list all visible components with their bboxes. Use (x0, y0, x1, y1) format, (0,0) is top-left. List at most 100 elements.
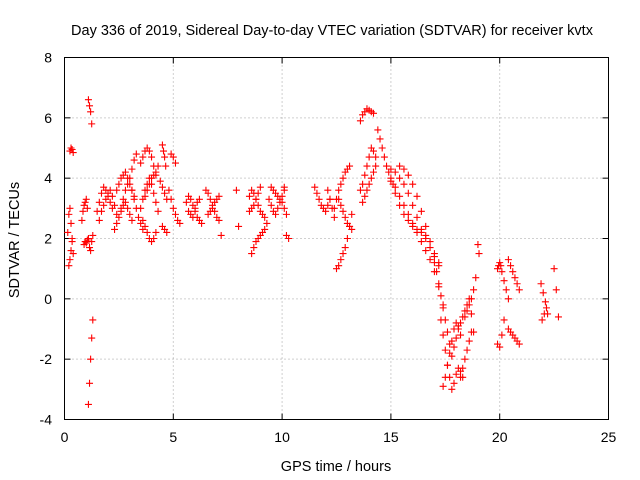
series-arc-19.0 (474, 241, 483, 258)
data-point (282, 210, 290, 218)
y-axis-label: SDTVAR / TECUs (7, 182, 23, 298)
data-point (330, 213, 338, 221)
y-tick-labels: -4 -2 0 2 4 6 8 (40, 50, 53, 428)
series-arc-3.8c (139, 216, 160, 246)
series-arc-0.9 (78, 195, 91, 224)
data-point (254, 189, 262, 197)
data-point (494, 265, 502, 273)
data-point (341, 244, 349, 252)
data-point (115, 213, 123, 221)
data-point (443, 361, 451, 369)
data-point (346, 162, 354, 170)
x-tick-label: 20 (492, 429, 508, 445)
data-point (413, 213, 421, 221)
series-arc-1.2b (84, 96, 96, 128)
data-point (500, 277, 508, 285)
data-point (130, 195, 138, 203)
data-point (337, 256, 345, 264)
data-point (82, 195, 90, 203)
data-point (435, 280, 443, 288)
data-point (152, 168, 160, 176)
data-point (417, 228, 425, 236)
data-point (361, 192, 369, 200)
data-point (417, 238, 425, 246)
data-point (191, 204, 199, 212)
data-point (137, 204, 145, 212)
series-arc-1.7 (93, 183, 116, 215)
series-arc-10.2 (280, 183, 293, 242)
data-point (265, 195, 273, 203)
series-arc-4.0 (141, 162, 162, 200)
data-point (169, 153, 177, 161)
data-point (465, 301, 473, 309)
series-arc-22.1 (538, 304, 550, 324)
data-point (498, 268, 506, 276)
series-arc-0.3c (66, 144, 77, 157)
data-point (396, 174, 404, 182)
data-point (113, 186, 121, 194)
data-point (161, 189, 169, 197)
data-point (198, 219, 206, 227)
data-point (422, 222, 430, 230)
data-point (139, 216, 147, 224)
data-point (81, 198, 89, 206)
data-point (245, 192, 253, 200)
data-point (450, 379, 458, 387)
data-point (404, 216, 412, 224)
chart-title: Day 336 of 2019, Sidereal Day-to-day VTE… (71, 23, 594, 39)
data-point (341, 213, 349, 221)
data-point (542, 304, 550, 312)
data-point (367, 174, 375, 182)
data-point (66, 204, 74, 212)
data-point (121, 186, 129, 194)
data-point (448, 385, 456, 393)
data-point (441, 373, 449, 381)
data-point (208, 204, 216, 212)
data-point (162, 162, 170, 170)
data-point (396, 192, 404, 200)
data-point (539, 289, 547, 297)
data-point (78, 216, 86, 224)
x-tick-label: 25 (601, 429, 617, 445)
data-point (84, 235, 92, 242)
data-marks (64, 96, 562, 408)
data-point (337, 201, 345, 209)
data-point (446, 349, 454, 357)
data-point (391, 168, 399, 176)
data-point (119, 195, 127, 203)
data-point (437, 316, 445, 324)
data-point (504, 256, 512, 264)
data-point (441, 346, 449, 354)
data-point (215, 216, 223, 224)
data-point (369, 168, 377, 176)
series-arc-15.2b (387, 177, 447, 309)
y-tick-label: 0 (44, 291, 52, 307)
data-point (504, 295, 512, 303)
data-point (88, 120, 96, 128)
y-tick-label: 4 (44, 170, 52, 186)
data-point (439, 382, 447, 390)
data-point (475, 250, 483, 258)
data-point (145, 180, 153, 188)
data-point (372, 153, 380, 161)
data-point (143, 228, 151, 236)
series-arc-4.6c (158, 222, 171, 236)
data-point (396, 201, 404, 209)
data-point (433, 268, 441, 276)
data-point (313, 189, 321, 197)
data-point (361, 171, 369, 179)
data-point (130, 156, 138, 164)
series-arc-20.6 (504, 256, 523, 294)
data-point (454, 325, 462, 333)
data-point (250, 244, 258, 252)
data-point (457, 319, 465, 327)
series-arc-1.1a (80, 231, 97, 255)
data-point (472, 274, 480, 282)
series-arc-13.8c (359, 162, 380, 206)
data-point (87, 247, 95, 255)
data-point (311, 183, 319, 191)
data-point (400, 210, 408, 218)
data-point (359, 180, 367, 188)
data-point (86, 244, 94, 252)
data-point (513, 280, 521, 288)
